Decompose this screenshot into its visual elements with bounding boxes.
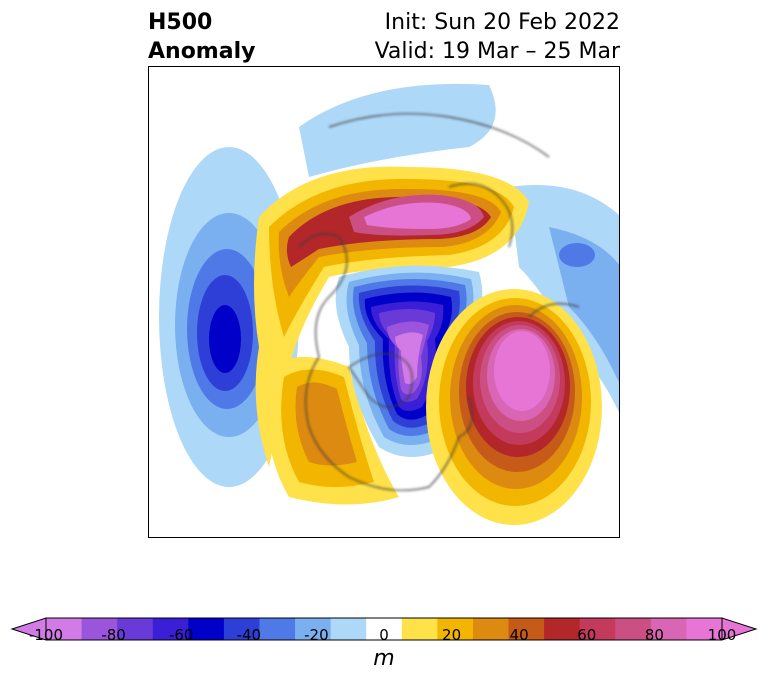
anomaly-map xyxy=(148,66,620,538)
colorbar-tick-label: -80 xyxy=(101,626,126,644)
colorbar-segment xyxy=(508,618,545,640)
colorbar-frame xyxy=(45,617,723,641)
colorbar-tick-label: -20 xyxy=(304,626,329,644)
western-us-ridge xyxy=(266,357,399,505)
colorbar-tick-label: -100 xyxy=(28,626,64,644)
colorbar-segment xyxy=(295,618,332,640)
colorbar-segment xyxy=(330,618,367,640)
colorbar-tick-label: 0 xyxy=(379,626,389,644)
colorbar-segment xyxy=(366,618,403,640)
colorbar-tick-label: 60 xyxy=(577,626,597,644)
alaska-ridge xyxy=(254,166,529,468)
colorbar-segment xyxy=(259,618,296,640)
colorbar-segment xyxy=(223,618,260,640)
map-svg xyxy=(159,83,619,525)
colorbar-segment xyxy=(579,618,616,640)
colorbar-tick-label: 40 xyxy=(509,626,529,644)
colorbar-tick-label: -40 xyxy=(236,626,262,644)
colorbar-segment xyxy=(472,618,510,640)
plot-title-right: Init: Sun 20 Feb 2022 Valid: 19 Mar – 25… xyxy=(375,8,620,66)
colorbar-tick-label: 20 xyxy=(442,626,462,644)
colorbar-tick-label: 80 xyxy=(644,626,664,644)
init-time: Init: Sun 20 Feb 2022 xyxy=(384,10,620,35)
colorbar xyxy=(10,617,758,641)
north-atlantic-ridge xyxy=(426,289,602,525)
plot-title-left: H500 Anomaly xyxy=(148,8,255,66)
colorbar-tick-label: 100 xyxy=(707,626,737,644)
colorbar-unit: m xyxy=(373,646,395,671)
colorbar-segment xyxy=(401,618,438,640)
colorbar-segment xyxy=(686,618,723,640)
colorbar-segment xyxy=(117,618,154,640)
title-type: Anomaly xyxy=(148,39,256,64)
coastlines xyxy=(298,113,580,491)
colorbar-segment xyxy=(544,618,581,640)
colorbar-segment xyxy=(81,618,118,640)
colorbar-segment xyxy=(437,618,474,640)
colorbar-segment xyxy=(152,618,189,640)
valid-range: Valid: 19 Mar – 25 Mar xyxy=(374,39,620,64)
colorbar-tick-label: -60 xyxy=(168,626,194,644)
colorbar-segment xyxy=(46,618,83,640)
colorbar-segment xyxy=(188,618,225,640)
colorbar-segment xyxy=(650,618,687,640)
colorbar-segment xyxy=(615,618,652,640)
title-variable: H500 xyxy=(148,10,213,35)
